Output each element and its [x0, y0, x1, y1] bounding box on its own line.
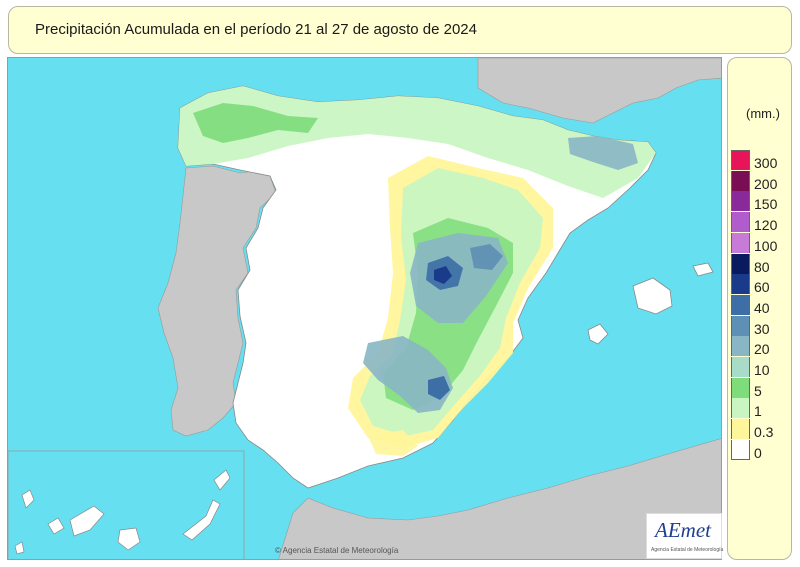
- legend-swatch-5: [731, 377, 750, 398]
- legend-swatch-150: [731, 191, 750, 212]
- legend-unit: (mm.): [746, 106, 780, 121]
- legend-swatch-20: [731, 336, 750, 357]
- legend-swatch-100: [731, 232, 750, 253]
- legend-label-200: 200: [754, 175, 778, 192]
- legend-label-300: 300: [754, 155, 778, 171]
- precip-south-patch: [368, 430, 418, 456]
- canary-island-4: [117, 527, 141, 551]
- legend-label-10: 10: [754, 362, 770, 378]
- legend-label-5: 5: [754, 382, 762, 399]
- copyright-notice: © Agencia Estatal de Meteorología: [275, 546, 399, 555]
- precip-northeast: [568, 136, 638, 170]
- title-panel: Precipitación Acumulada en el período 21…: [8, 6, 792, 54]
- legend-label-60: 60: [754, 279, 770, 296]
- legend-label-0: 0: [754, 444, 762, 461]
- legend-swatch-0: [731, 439, 750, 460]
- north-africa-land: [278, 438, 721, 559]
- aemet-logo-subtitle: Agencia Estatal de Meteorología: [651, 547, 724, 553]
- legend-swatch-120: [731, 212, 750, 233]
- legend-label-80: 80: [754, 258, 770, 275]
- precip-north-5mm: [193, 103, 318, 143]
- legend-swatch-0.3: [731, 419, 750, 440]
- canary-island-5: [182, 499, 221, 541]
- precip-north-coast: [178, 86, 656, 198]
- canary-island-2: [47, 517, 65, 535]
- legend-label-1: 1: [754, 403, 762, 420]
- canary-island-1: [21, 489, 35, 509]
- precip-40mm-core-south: [428, 376, 450, 400]
- legend-swatch-40: [731, 294, 750, 315]
- legend-label-150: 150: [754, 196, 778, 213]
- legend-label-20: 20: [754, 341, 770, 358]
- menorca-island: [692, 262, 714, 277]
- legend-label-40: 40: [754, 299, 770, 316]
- legend-swatch-300: [731, 150, 750, 170]
- canary-island-7: [14, 541, 25, 555]
- map-panel[interactable]: [7, 57, 722, 560]
- legend-swatch-30: [731, 315, 750, 336]
- legend-label-0.3: 0.3: [754, 424, 774, 441]
- legend-label-120: 120: [754, 217, 778, 234]
- france-land: [477, 58, 721, 124]
- canary-island-3: [69, 505, 105, 537]
- map-title: Precipitación Acumulada en el período 21…: [35, 21, 477, 38]
- legend-swatch-10: [731, 357, 750, 377]
- legend-swatch-60: [731, 274, 750, 295]
- legend-label-100: 100: [754, 237, 778, 254]
- aemet-logo: AEmet Agencia Estatal de Meteorología: [646, 513, 724, 559]
- precip-30mm-core-ne: [470, 244, 503, 270]
- canary-island-6: [213, 469, 231, 491]
- ibiza-island: [587, 323, 609, 345]
- legend-swatch-1: [731, 398, 750, 419]
- precipitation-map[interactable]: [8, 58, 722, 560]
- legend-swatch-80: [731, 253, 750, 274]
- aemet-logo-name: AEmet: [655, 518, 711, 542]
- portugal-land: [157, 165, 277, 437]
- legend-swatch-200: [731, 170, 750, 191]
- precip-60mm-core-north: [434, 266, 452, 284]
- legend-label-30: 30: [754, 320, 770, 337]
- mallorca-island: [632, 277, 673, 315]
